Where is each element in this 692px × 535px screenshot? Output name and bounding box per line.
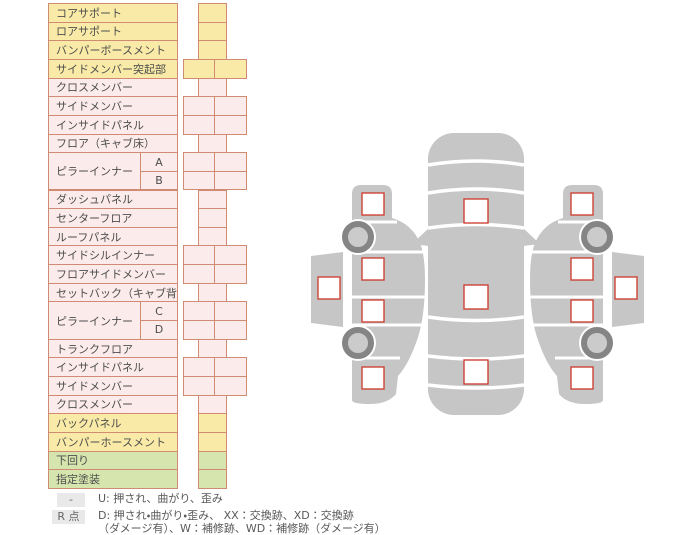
part-row-label: 下回り [48, 450, 178, 471]
part-row-label-text: ピラーインナー [56, 314, 133, 328]
grade-cell[interactable] [198, 189, 227, 210]
pillar-sub-label: A [140, 152, 178, 172]
grade-cell[interactable] [198, 282, 227, 303]
pillar-sub-label: B [140, 170, 178, 191]
legend-code-badge: - [57, 493, 85, 507]
grade-cell[interactable] [198, 208, 227, 228]
part-row-label: サイドシルインナー [48, 245, 178, 266]
legend-text: （ダメージ有）、W：補修跡、WD：補修跡（ダメージ有） [98, 522, 386, 535]
pillar-sub-label: C [140, 301, 178, 322]
grade-cell-left[interactable] [183, 58, 215, 79]
part-row-label: コアサポート [48, 3, 178, 23]
grade-cell-right[interactable] [214, 376, 247, 396]
grade-cell-right[interactable] [214, 301, 247, 322]
grade-cell-left[interactable] [183, 264, 215, 284]
pillar-sub-label: D [140, 320, 178, 340]
right-side-view [530, 185, 644, 404]
right-mirror-shape [523, 228, 540, 246]
left-side-view [311, 185, 425, 404]
legend-text: U: 押され、曲がり、歪み [98, 492, 223, 505]
grade-cell-right[interactable] [214, 264, 247, 284]
part-row-label: センターフロア [48, 208, 178, 228]
part-row-label: フロア（キャブ床） [48, 133, 178, 154]
grade-cell-left[interactable] [183, 376, 215, 396]
grade-cell-left[interactable] [183, 114, 215, 135]
part-row-label-text: ピラーインナー [56, 165, 133, 179]
grade-cell-left[interactable] [183, 320, 215, 340]
grade-cell[interactable] [198, 394, 227, 415]
grade-cell[interactable] [198, 413, 227, 433]
grade-cell[interactable] [198, 40, 227, 60]
part-row-label: インサイドパネル [48, 114, 178, 135]
grade-cell[interactable] [198, 450, 227, 471]
grade-cell-left[interactable] [183, 301, 215, 322]
part-row-label: サイドメンバー [48, 376, 178, 396]
part-row-label: バンパーホースメント [48, 431, 178, 452]
top-view-section-lines [427, 159, 525, 390]
legend-code-badge: R 点 [52, 510, 85, 524]
grade-cell-right[interactable] [214, 114, 247, 135]
grade-cell[interactable] [198, 469, 227, 489]
grade-cell[interactable] [198, 3, 227, 23]
part-row-label: クロスメンバー [48, 394, 178, 415]
part-row-label: フロアサイドメンバー [48, 264, 178, 284]
grade-cell-right[interactable] [214, 96, 247, 116]
grade-cell-right[interactable] [214, 245, 247, 266]
grade-cell[interactable] [198, 431, 227, 452]
grade-cell-right[interactable] [214, 320, 247, 340]
marker-box[interactable] [463, 359, 489, 385]
grade-cell[interactable] [198, 21, 227, 42]
grade-cell-right[interactable] [214, 58, 247, 79]
grade-cell-left[interactable] [183, 357, 215, 377]
left-mirror-shape [412, 228, 429, 246]
part-row-label: クロスメンバー [48, 77, 178, 98]
part-row-label: トランクフロア [48, 338, 178, 359]
legend-text: D: 押され・曲がり・歪み、 XX：交換跡、XD：交換跡 [98, 509, 354, 522]
top-view [412, 133, 540, 415]
part-row-label: サイドメンバー突起部 [48, 58, 178, 79]
grade-cell[interactable] [198, 338, 227, 359]
grade-cell[interactable] [198, 77, 227, 98]
grade-cell-right[interactable] [214, 357, 247, 377]
grade-cell-left[interactable] [183, 96, 215, 116]
part-row-label: インサイドパネル [48, 357, 178, 377]
grade-cell[interactable] [198, 133, 227, 154]
marker-box[interactable] [463, 284, 489, 310]
grade-cell-left[interactable] [183, 245, 215, 266]
part-row-label: ルーフパネル [48, 226, 178, 247]
top-view-body-shape [428, 133, 524, 415]
grade-cell-right[interactable] [214, 152, 247, 172]
part-row-label: ロアサポート [48, 21, 178, 42]
grade-cell[interactable] [198, 226, 227, 247]
grade-cell-left[interactable] [183, 152, 215, 172]
part-row-label: バンパーボースメント [48, 40, 178, 60]
part-row-label: ダッシュパネル [48, 189, 178, 210]
part-row-label: セットバック（キャブ背） [48, 282, 178, 303]
car-diagram [300, 133, 660, 415]
part-row-label: バックパネル [48, 413, 178, 433]
part-row-label: サイドメンバー [48, 96, 178, 116]
part-row-label: 指定塗装 [48, 469, 178, 489]
grade-cell-left[interactable] [183, 170, 215, 191]
marker-box[interactable] [463, 198, 489, 224]
grade-cell-right[interactable] [214, 170, 247, 191]
